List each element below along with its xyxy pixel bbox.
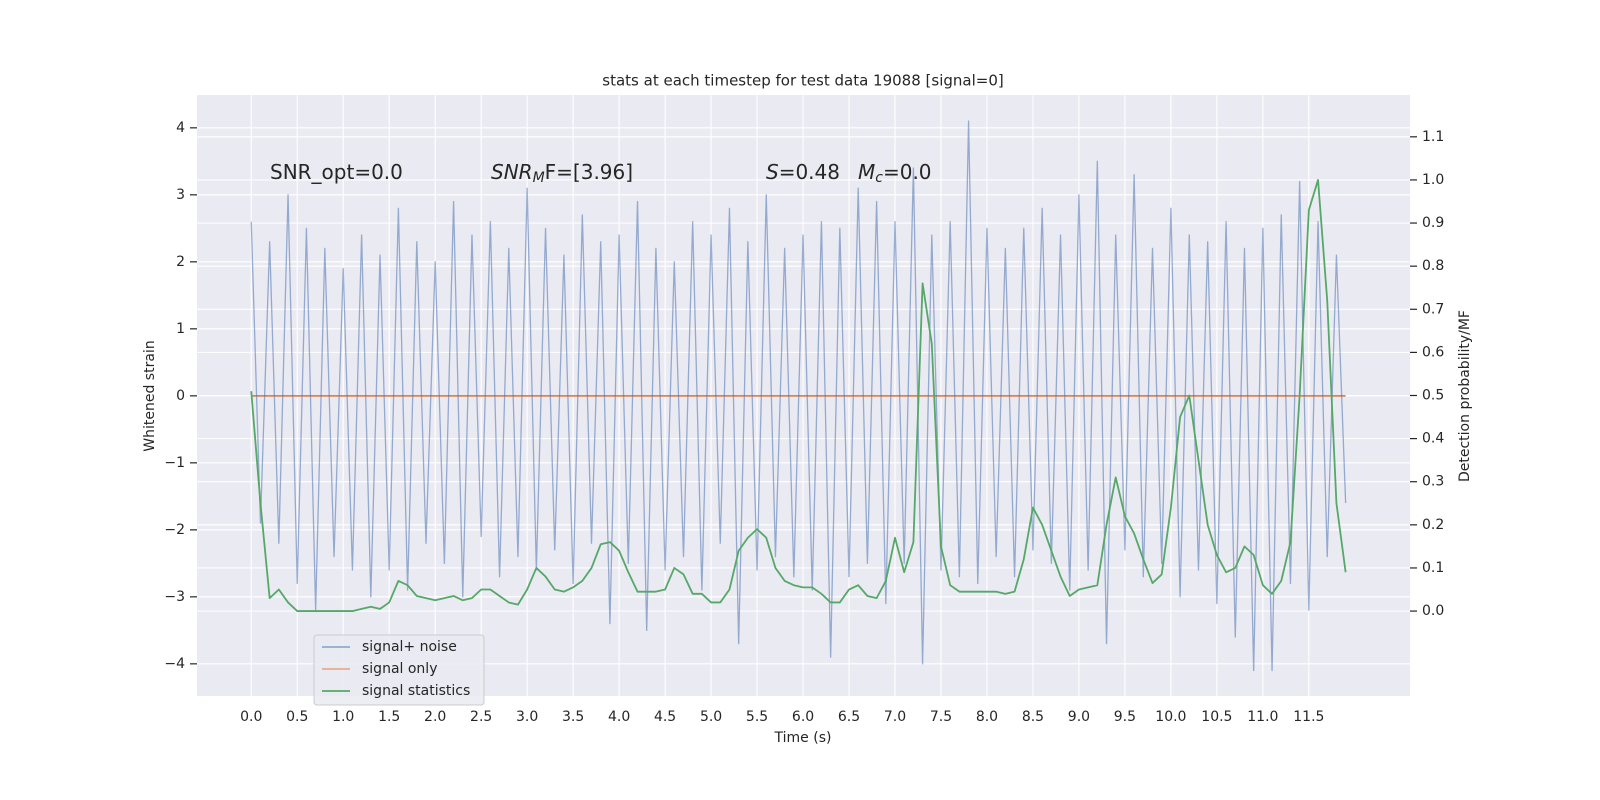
x-tick-label: 0.0 (240, 709, 262, 725)
y-tick-label: 4 (176, 120, 185, 136)
x-tick-label: 3.5 (562, 709, 584, 725)
y2-tick-label: 1.1 (1422, 129, 1444, 145)
y2-axis-label: Detection probability/MF (1457, 310, 1473, 482)
x-tick-label: 2.0 (424, 709, 446, 725)
legend-box (313, 634, 485, 706)
chart-title: stats at each timestep for test data 190… (602, 72, 1003, 90)
x-tick-label: 0.5 (286, 709, 308, 725)
annotation-run: F=[3.96] (545, 160, 633, 184)
x-tick-label: 1.5 (378, 709, 400, 725)
y2-tick-label: 0.8 (1422, 258, 1444, 274)
x-tick-label: 7.0 (884, 709, 906, 725)
series-lines (250, 120, 1347, 672)
labels: 0.0 0.5 1.0 1.5 2.0 2.5 3.0 3.5 4.0 4.5 5.0 5.5 6.0 6… (164, 120, 1444, 725)
x-tick-label: 6.5 (838, 709, 860, 725)
x-tick-label: 2.5 (470, 709, 492, 725)
legend-label: signal+ noise (362, 639, 457, 655)
legend-label: signal only (362, 661, 437, 677)
x-tick-label: 5.0 (700, 709, 722, 725)
annotation-run: SNR (491, 160, 533, 184)
x-tick-label: 4.0 (608, 709, 630, 725)
annotation-run: =0.48 (779, 160, 840, 184)
y2-tick-label: 0.6 (1422, 344, 1444, 360)
y2-tick-label: 0.4 (1422, 431, 1444, 447)
x-tick-label: 9.5 (1114, 709, 1136, 725)
annotation-run: M (533, 170, 545, 186)
annotation: Mc=0.0 (858, 160, 932, 187)
annotation-run: M (858, 160, 875, 184)
annotation: SNR_opt=0.0 (270, 160, 403, 184)
y2-tick-label: 0.7 (1422, 301, 1444, 317)
y2-tick-label: 0.2 (1422, 517, 1444, 533)
series-line (250, 179, 1347, 612)
y-tick-label: −2 (164, 522, 185, 538)
x-tick-label: 9.0 (1068, 709, 1090, 725)
y2-tick-label: 0.9 (1422, 215, 1444, 231)
y2-tick-label: 0.3 (1422, 474, 1444, 490)
y-tick-label: −1 (164, 455, 185, 471)
y2-tick-label: 0.0 (1422, 603, 1444, 619)
series-line (250, 120, 1347, 672)
y-tick-label: −4 (164, 656, 185, 672)
x-tick-label: 4.5 (654, 709, 676, 725)
x-axis-label: Time (s) (774, 730, 832, 746)
x-tick-label: 11.0 (1247, 709, 1278, 725)
legend-label: signal statistics (362, 683, 470, 699)
x-tick-label: 6.0 (792, 709, 814, 725)
annotation: SNRMF=[3.96] (491, 160, 633, 187)
x-tick-label: 3.0 (516, 709, 538, 725)
y2-tick-label: 1.0 (1422, 172, 1444, 188)
y-tick-label: 0 (176, 388, 185, 404)
x-tick-label: 5.5 (746, 709, 768, 725)
x-tick-label: 7.5 (930, 709, 952, 725)
x-tick-label: 1.0 (332, 709, 354, 725)
annotation: S=0.48 (766, 160, 840, 184)
y-axis-label: Whitened strain (142, 340, 158, 451)
y2-tick-label: 0.1 (1422, 560, 1444, 576)
y-tick-label: −3 (164, 589, 185, 605)
y-tick-label: 3 (176, 187, 185, 203)
x-tick-label: 11.5 (1293, 709, 1324, 725)
x-tick-label: 8.0 (976, 709, 998, 725)
x-tick-label: 8.5 (1022, 709, 1044, 725)
annotation-run: S (766, 160, 779, 184)
annotation-run: =0.0 (883, 160, 932, 184)
x-tick-label: 10.0 (1155, 709, 1186, 725)
y-tick-label: 2 (176, 254, 185, 270)
x-tick-label: 10.5 (1201, 709, 1232, 725)
y-tick-label: 1 (176, 321, 185, 337)
annotation-run: c (875, 170, 883, 186)
y2-tick-label: 0.5 (1422, 388, 1444, 404)
annotation-run: SNR_opt=0.0 (270, 160, 403, 184)
